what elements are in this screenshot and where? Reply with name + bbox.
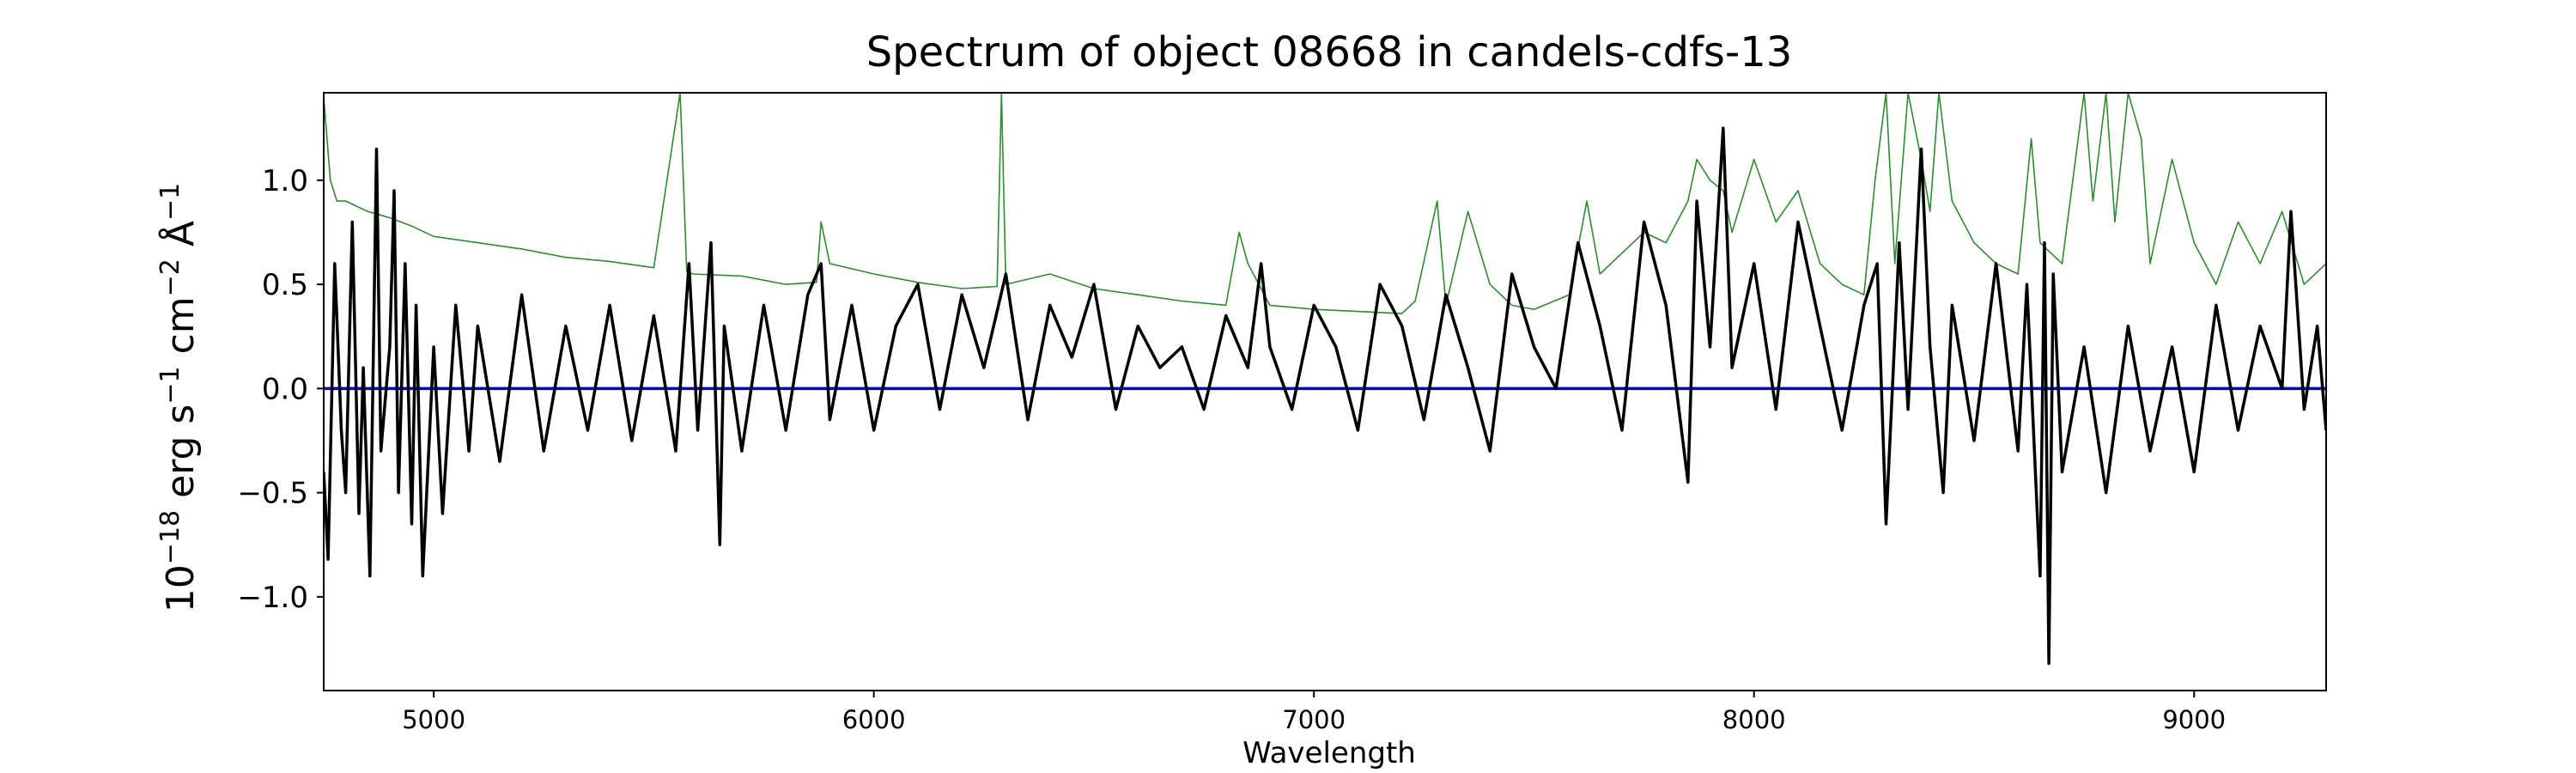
x-tick-label: 9000 bbox=[2162, 705, 2226, 734]
x-axis-ticks: 5000 6000 7000 8000 9000 bbox=[402, 691, 2226, 734]
y-axis-label: 10−18 erg s−1 cm−2 Å−1 bbox=[155, 183, 204, 612]
y-tick-label: 0.0 bbox=[262, 372, 308, 406]
plot-area bbox=[324, 93, 2326, 666]
x-axis-label: Wavelength bbox=[1242, 736, 1416, 770]
y-axis-ticks: −1.0 −0.5 0.0 0.5 1.0 bbox=[237, 164, 324, 615]
x-tick-label: 5000 bbox=[402, 705, 465, 734]
y-tick-label: −0.5 bbox=[237, 477, 308, 511]
y-tick-label: 0.5 bbox=[262, 268, 308, 302]
plot-frame bbox=[323, 92, 2327, 691]
y-tick-label: 1.0 bbox=[262, 164, 308, 198]
x-tick-label: 7000 bbox=[1282, 705, 1346, 734]
chart-title: Spectrum of object 08668 in candels-cdfs… bbox=[866, 28, 1793, 76]
y-tick-label: −1.0 bbox=[237, 581, 308, 615]
x-tick-label: 6000 bbox=[842, 705, 906, 734]
series-line-flux bbox=[324, 126, 2326, 666]
x-tick-label: 8000 bbox=[1722, 705, 1786, 734]
